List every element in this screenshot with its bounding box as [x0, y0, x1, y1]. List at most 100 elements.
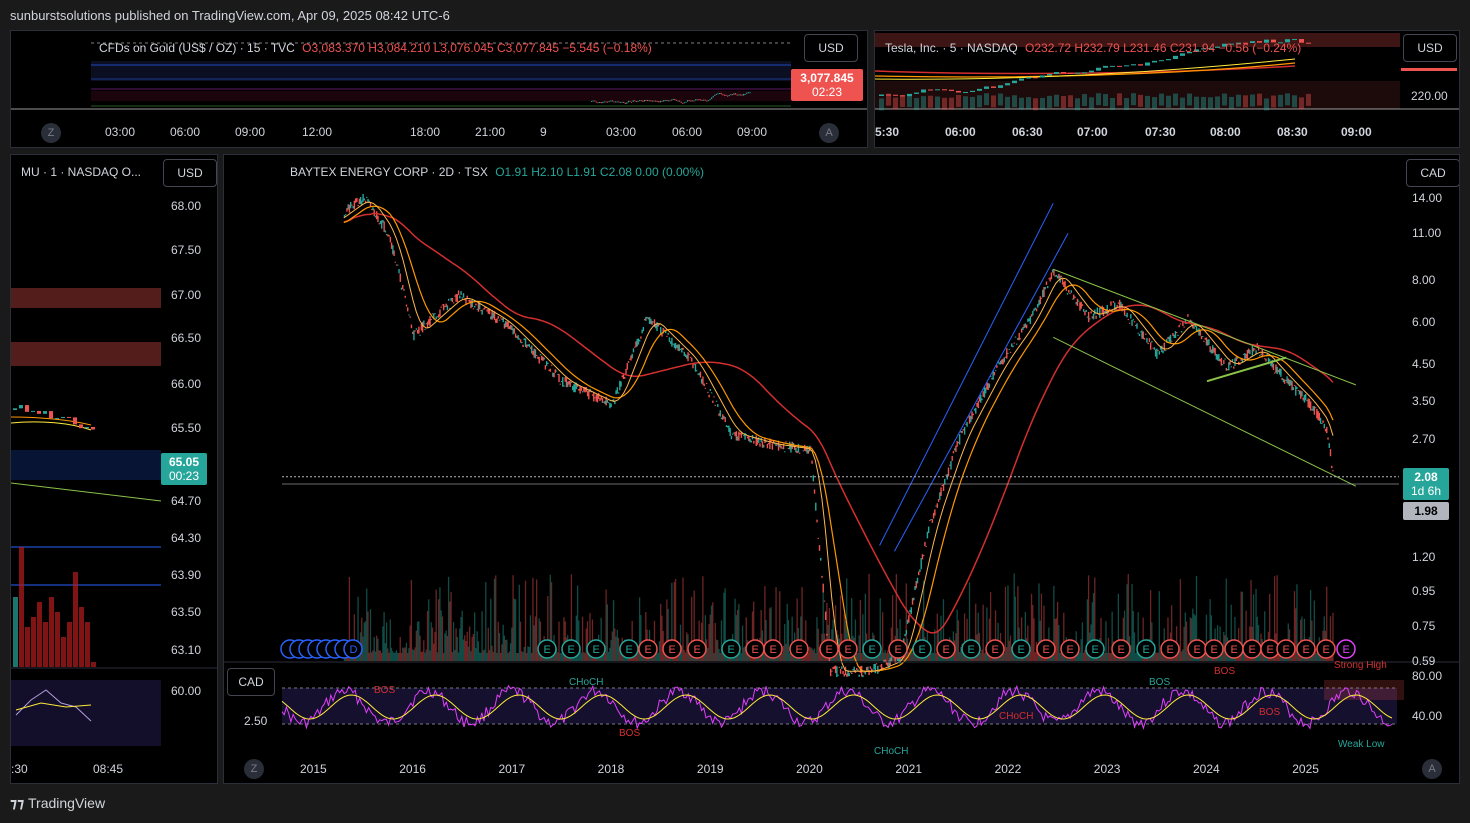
baytex-candle: [908, 615, 910, 623]
baytex-candle: [1246, 349, 1249, 361]
baytex-osc-left-tick: 2.50: [244, 714, 268, 728]
baytex-volume-bar: [501, 644, 503, 661]
baytex-volume-bar: [661, 615, 663, 661]
baytex-volume-bar: [931, 652, 933, 661]
baytex-volume-bar: [425, 649, 427, 661]
gold-auto-button[interactable]: A: [819, 123, 839, 143]
baytex-volume-bar: [374, 651, 377, 661]
baytex-candle: [1159, 346, 1162, 350]
baytex-candle: [394, 261, 397, 263]
gold-time-label: 9: [540, 125, 547, 139]
gold-candle: [669, 100, 671, 102]
baytex-volume-bar: [858, 635, 860, 661]
baytex-candle: [870, 668, 873, 673]
gold-zoom-button[interactable]: Z: [41, 123, 61, 143]
baytex-candle: [967, 416, 970, 418]
baytex-candle: [847, 669, 849, 677]
baytex-volume-bar: [1060, 652, 1062, 661]
baytex-candle: [1078, 300, 1080, 302]
mu-currency-button[interactable]: USD: [163, 159, 217, 187]
baytex-candle: [775, 442, 777, 446]
strong-high-zone: [1324, 680, 1404, 700]
baytex-candle: [454, 295, 456, 297]
baytex-candle: [1101, 305, 1103, 314]
baytex-zoom-button[interactable]: Z: [244, 759, 264, 779]
baytex-candle: [987, 383, 989, 391]
svg-text:E: E: [992, 644, 999, 656]
baytex-candle: [884, 659, 886, 663]
baytex-candle: [352, 205, 354, 209]
baytex-volume-bar: [983, 652, 986, 661]
baytex-candle: [583, 387, 585, 392]
baytex-candle: [506, 321, 508, 327]
baytex-volume-bar: [492, 651, 494, 661]
baytex-candle: [963, 426, 966, 435]
tesla-candle: [1068, 72, 1073, 74]
baytex-volume-bar: [715, 639, 718, 661]
baytex-auto-button[interactable]: A: [1422, 759, 1442, 779]
baytex-candle: [962, 429, 965, 431]
baytex-currency-button[interactable]: CAD: [1406, 159, 1459, 187]
baytex-candle: [1030, 314, 1033, 317]
baytex-volume-bar: [1105, 621, 1107, 661]
baytex-volume-bar: [1276, 575, 1278, 661]
tesla-volume-bar: [991, 95, 996, 108]
baytex-candle: [1331, 465, 1333, 469]
baytex-candle: [1266, 353, 1268, 355]
tesla-volume-bar: [1138, 94, 1143, 107]
earnings-marker: E: [1296, 639, 1316, 659]
gold-chart-panel[interactable]: CFDs on Gold (US$ / OZ) · 15 · TVC O3,08…: [10, 30, 868, 148]
baytex-candle: [666, 335, 668, 337]
baytex-candle: [858, 674, 860, 677]
baytex-candle: [1242, 353, 1245, 355]
tesla-candle: [1117, 65, 1122, 67]
baytex-volume-bar: [1043, 605, 1045, 661]
tesla-currency-button[interactable]: USD: [1403, 34, 1457, 62]
tradingview-logo[interactable]: ⁊⁊ TradingView: [10, 795, 105, 812]
baytex-candle: [477, 301, 480, 312]
tesla-price-line: [1401, 68, 1457, 71]
baytex-volume-bar: [408, 648, 410, 661]
baytex-candle: [1025, 324, 1028, 329]
baytex-volume-bar: [791, 616, 793, 661]
baytex-volume-bar: [388, 652, 390, 661]
baytex-volume-bar: [441, 616, 444, 661]
baytex-volume-bar: [957, 620, 960, 661]
baytex-candle: [1149, 342, 1152, 350]
mu-price-tick: 66.00: [171, 377, 202, 391]
baytex-candle: [511, 325, 513, 331]
baytex-candle: [736, 436, 739, 441]
mu-chart-panel[interactable]: MU · 1 · NASDAQ O... USD 68.00 67.50 67.00…: [10, 154, 218, 784]
baytex-candle: [514, 333, 517, 338]
baytex-volume-bar: [1079, 652, 1081, 661]
baytex-candle: [779, 444, 781, 448]
baytex-volume-bar: [770, 607, 772, 661]
baytex-volume-bar: [1078, 646, 1080, 661]
baytex-candle: [857, 669, 859, 672]
earnings-marker: E: [638, 639, 658, 659]
baytex-volume-bar: [1250, 580, 1252, 661]
tesla-chart-panel[interactable]: Tesla, Inc. · 5 · NASDAQ O232.72 H232.79…: [874, 30, 1460, 148]
baytex-candle: [478, 302, 481, 310]
baytex-price-tick: 0.75: [1412, 618, 1436, 633]
baytex-candle: [729, 428, 731, 436]
baytex-volume-bar: [402, 647, 404, 661]
gold-currency-button[interactable]: USD: [804, 34, 858, 62]
baytex-candle: [465, 299, 467, 306]
baytex-candle: [1153, 347, 1156, 350]
baytex-candle: [718, 413, 720, 416]
baytex-candle: [616, 387, 619, 394]
baytex-volume-bar: [1123, 610, 1126, 661]
svg-text:E: E: [1211, 644, 1218, 656]
gold-candle: [696, 99, 698, 101]
baytex-volume-bar: [1301, 616, 1303, 661]
baytex-candle: [743, 435, 745, 437]
baytex-volume-bar: [430, 622, 432, 661]
baytex-candle: [408, 314, 410, 316]
baytex-osc-currency-button[interactable]: CAD: [227, 668, 275, 696]
baytex-candle: [505, 321, 507, 328]
baytex-volume-bar: [1295, 608, 1297, 661]
baytex-candle: [846, 673, 848, 677]
baytex-candle: [977, 400, 979, 409]
